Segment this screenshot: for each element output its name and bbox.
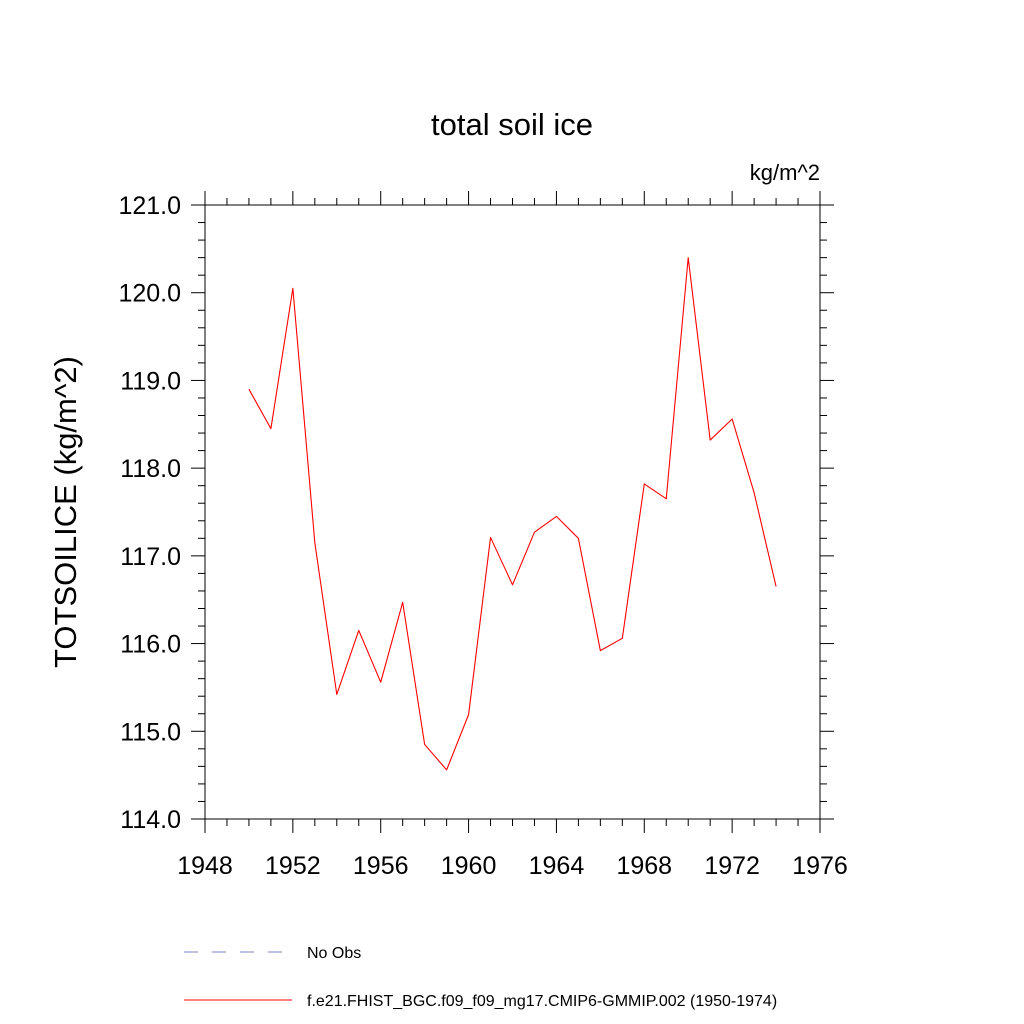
plot-frame bbox=[204, 204, 821, 820]
y-tick-label: 114.0 bbox=[120, 806, 181, 834]
x-tick-label: 1952 bbox=[265, 852, 321, 880]
x-tick-label: 1976 bbox=[792, 852, 848, 880]
units-label: kg/m^2 bbox=[750, 160, 820, 185]
x-tick-label: 1956 bbox=[353, 852, 409, 880]
series-line bbox=[248, 257, 777, 771]
chart-title: total soil ice bbox=[431, 107, 593, 142]
y-tick-label: 117.0 bbox=[120, 543, 181, 571]
y-tick-label: 115.0 bbox=[120, 718, 181, 746]
series-lines bbox=[248, 257, 777, 771]
x-tick-labels: 1948 1952 1956 1960 1964 1968 1972 1976 bbox=[177, 852, 848, 880]
legend: No Obs f.e21.FHIST_BGC.f09_f09_mg17.CMIP6… bbox=[184, 945, 777, 1010]
x-tick-label: 1964 bbox=[529, 852, 585, 880]
y-tick-labels: 114.0 115.0 116.0 117.0 118.0 119.0 120.0 121.0 bbox=[118, 192, 181, 834]
y-tick-label: 121.0 bbox=[118, 192, 181, 220]
x-tick-label: 1948 bbox=[177, 852, 233, 880]
x-tick-label: 1968 bbox=[616, 852, 672, 880]
x-tick-label: 1960 bbox=[441, 852, 497, 880]
y-tick-label: 116.0 bbox=[120, 631, 181, 659]
y-tick-label: 120.0 bbox=[118, 280, 181, 308]
y-axis-label: TOTSOILICE (kg/m^2) bbox=[48, 356, 83, 668]
y-tick-label: 118.0 bbox=[120, 455, 181, 483]
x-tick-label: 1972 bbox=[704, 852, 760, 880]
legend-label: f.e21.FHIST_BGC.f09_f09_mg17.CMIP6-GMMIP… bbox=[307, 993, 777, 1010]
y-tick-label: 119.0 bbox=[120, 367, 181, 395]
axis-ticks bbox=[191, 191, 834, 833]
legend-label: No Obs bbox=[307, 945, 361, 962]
